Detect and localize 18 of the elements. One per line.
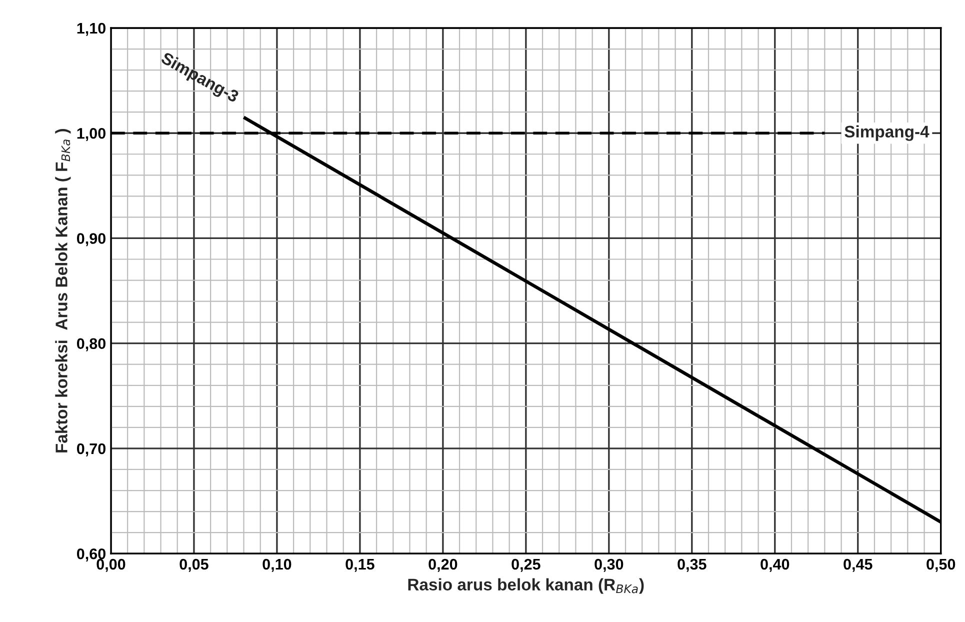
- x-tick-label: 0,05: [180, 558, 208, 572]
- y-tick-label: 1,00: [77, 128, 106, 142]
- x-tick-label: 0,35: [678, 558, 706, 572]
- x-tick-label: 0,30: [594, 558, 624, 572]
- x-tick-label: 0,15: [346, 558, 374, 572]
- x-tick-label: 0,25: [512, 558, 540, 572]
- x-tick-label: 0,40: [760, 558, 790, 572]
- y-tick-label: 0,80: [76, 338, 106, 352]
- x-tick-label: 0,45: [844, 558, 872, 572]
- x-tick-label: 0,50: [926, 558, 956, 572]
- x-tick-label: 0,10: [262, 558, 292, 572]
- x-tick-label: 0,20: [428, 558, 458, 572]
- y-tick-label: 0,90: [76, 233, 106, 246]
- x-axis-title: Rasio arus belok kanan (R$_{BKa}$): [408, 578, 644, 594]
- series-label: Simpang-4: [844, 125, 930, 141]
- y-axis-title: Faktor koreksi Arus Belok Kanan ( F$_{BKa}$ ): [55, 129, 71, 452]
- y-tick-label: 0,70: [76, 443, 106, 456]
- y-tick-label: 1,10: [77, 22, 106, 36]
